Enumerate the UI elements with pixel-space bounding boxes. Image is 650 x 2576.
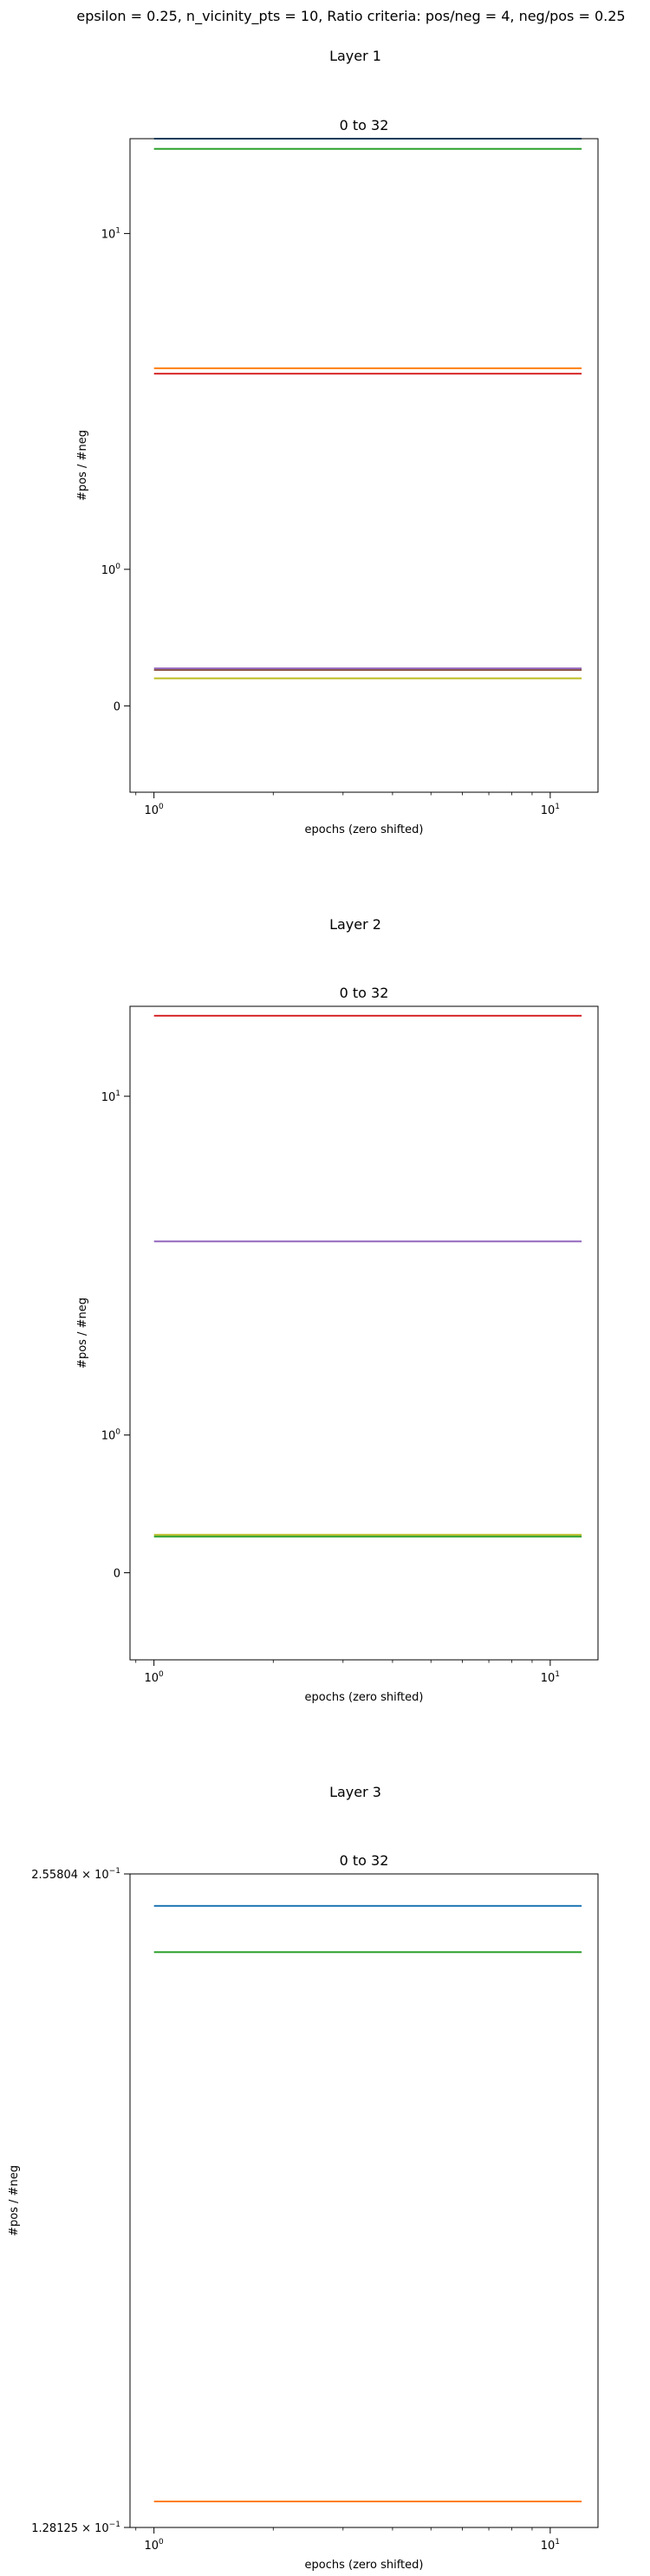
x-tick-label: 101 <box>541 1670 560 1685</box>
section-title: Layer 3 <box>329 1784 381 1800</box>
chart-title: 0 to 32 <box>340 1852 389 1869</box>
y-tick-label: 100 <box>101 563 121 577</box>
x-tick-label: 100 <box>145 1670 165 1685</box>
y-tick-label: 101 <box>101 1090 120 1104</box>
y-tick-label: 0 <box>114 700 120 713</box>
chart-title: 0 to 32 <box>340 117 389 133</box>
x-tick-label: 101 <box>541 2538 560 2553</box>
x-axis-label: epochs (zero shifted) <box>305 823 424 836</box>
x-tick-label: 101 <box>541 803 560 817</box>
x-axis-label: epochs (zero shifted) <box>305 2559 424 2572</box>
section-title: Layer 2 <box>329 916 381 933</box>
y-tick-label: 101 <box>101 226 120 241</box>
section-title: Layer 1 <box>329 48 381 64</box>
axes-frame <box>129 1005 599 1661</box>
x-axis-label: epochs (zero shifted) <box>305 1691 424 1704</box>
y-tick-label: 1.28125 × 10−1 <box>31 2521 120 2535</box>
axes-frame <box>129 138 599 793</box>
panels: Layer 1 0 to 32 100 101 0 100 101 epochs (zero … <box>8 48 599 2572</box>
axes-frame <box>129 1873 599 2528</box>
figure-title: epsilon = 0.25, n_vicinity_pts = 10, Rat… <box>76 8 625 25</box>
y-tick-label: 0 <box>114 1568 120 1581</box>
y-axis-label: #pos / #neg <box>76 1298 89 1369</box>
y-axis-label: #pos / #neg <box>76 430 89 501</box>
chart-panel-3: Layer 3 0 to 32 100 101 2.55804 × 10−1 1.2812… <box>8 1784 599 2572</box>
chart-panel-2: Layer 2 0 to 32 100 101 0 100 101 epochs (zero … <box>76 916 599 1704</box>
x-tick-label: 100 <box>145 2538 165 2553</box>
y-axis-label: #pos / #neg <box>8 2165 21 2236</box>
chart-title: 0 to 32 <box>340 985 389 1001</box>
x-tick-label: 100 <box>145 803 165 817</box>
y-tick-label: 100 <box>101 1428 121 1443</box>
chart-panel-1: Layer 1 0 to 32 100 101 0 100 101 epochs (zero … <box>76 48 599 836</box>
y-tick-label: 2.55804 × 10−1 <box>31 1867 120 1882</box>
